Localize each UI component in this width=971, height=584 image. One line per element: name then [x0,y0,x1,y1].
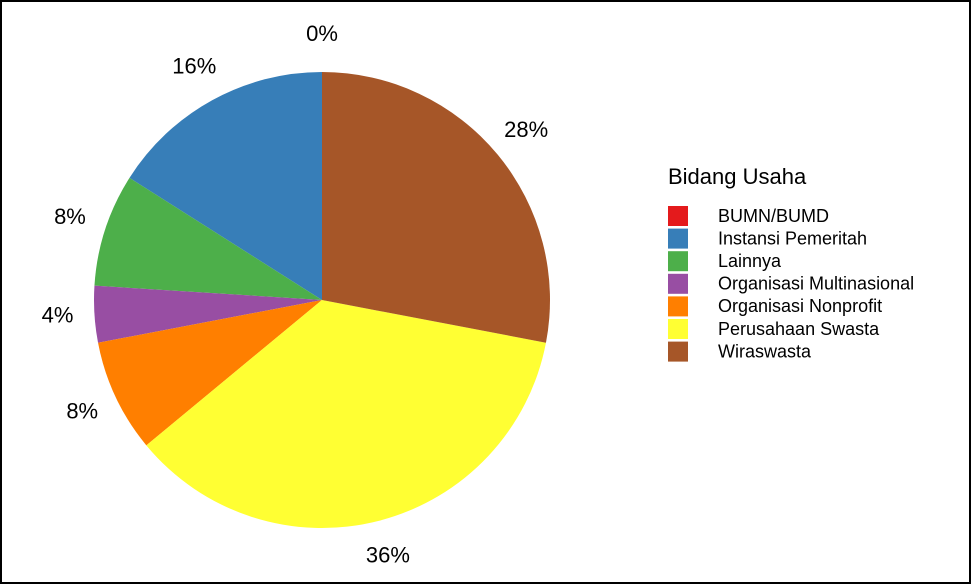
legend-key [668,296,688,317]
legend-label: Organisasi Nonprofit [718,296,882,316]
value-label: 4% [42,302,74,327]
legend-title: Bidang Usaha [668,164,807,189]
legend-label: Lainnya [718,251,782,271]
legend-label: Instansi Pemeritah [718,228,867,248]
legend-label: Organisasi Multinasional [718,274,914,294]
legend-label: Perusahaan Swasta [718,319,880,339]
pie-slice [146,300,546,529]
pie-slice [94,285,322,343]
pie-slice [322,72,550,343]
value-label: 36% [366,542,410,567]
legend-key [668,251,688,272]
pie-slice [129,72,322,300]
legend-key [668,273,688,294]
value-label: 8% [54,204,86,229]
value-label: 8% [66,399,98,424]
legend-key [668,228,688,249]
legend-label: Wiraswasta [718,341,812,361]
value-label: 0% [306,21,338,46]
value-label: 16% [172,54,216,79]
legend-key [668,319,688,339]
pie-slice [94,177,322,300]
pie-slice [98,300,322,446]
legend-key [668,206,688,226]
legend-key [668,341,688,362]
legend-label: BUMN/BUMD [718,206,829,226]
value-label: 28% [504,117,548,142]
